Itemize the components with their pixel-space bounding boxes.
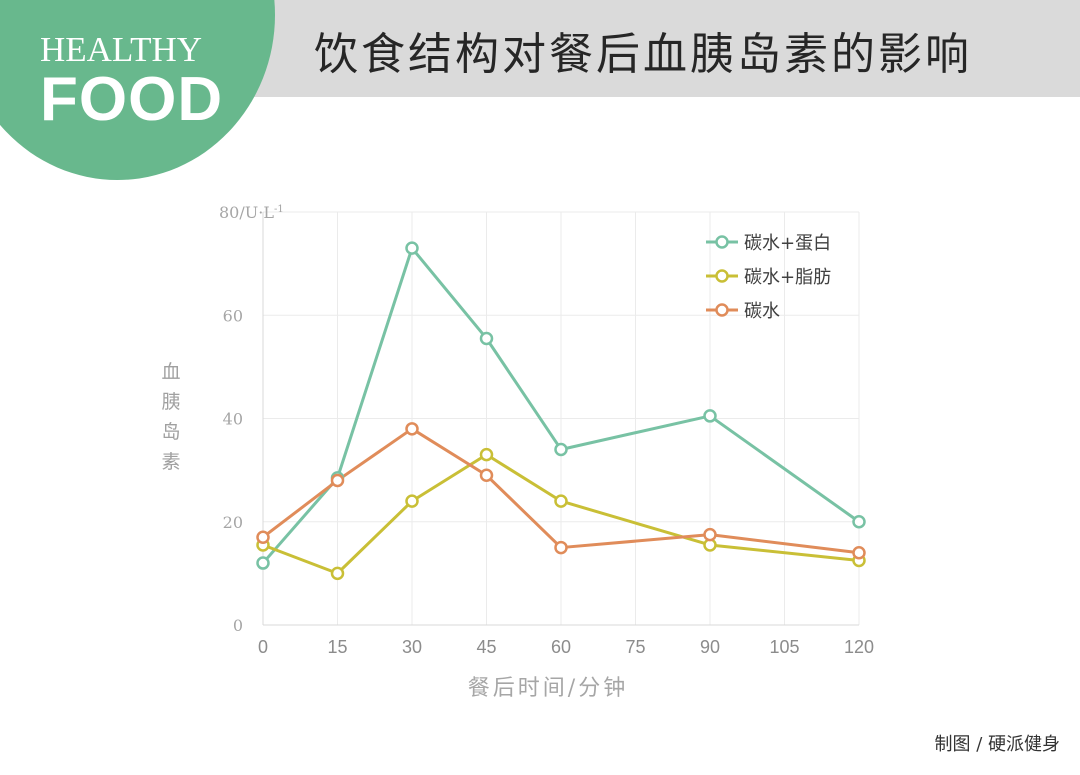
data-point — [405, 422, 419, 436]
y-unit-superscript: -1 — [274, 204, 284, 215]
y-unit-label: 80/U·L-1 — [219, 203, 284, 222]
x-tick-label: 15 — [327, 637, 347, 657]
y-tick-label: 20 — [223, 513, 243, 532]
data-point — [256, 530, 270, 544]
data-point — [479, 331, 494, 346]
data-point — [852, 545, 866, 560]
legend-swatch-marker — [715, 269, 729, 283]
x-tick-label: 75 — [625, 637, 645, 657]
data-point — [405, 241, 419, 255]
data-point — [330, 566, 345, 581]
legend-label: 碳水 — [744, 301, 780, 322]
y-axis-title-char: 血 — [161, 361, 181, 383]
data-point — [554, 540, 568, 555]
y-axis-title-char: 素 — [161, 451, 181, 473]
y-axis-title-char: 岛 — [161, 421, 181, 443]
x-tick-label: 30 — [402, 637, 422, 657]
data-point — [330, 473, 345, 488]
data-point — [852, 515, 866, 529]
data-point — [554, 442, 568, 457]
data-point — [703, 409, 717, 423]
legend-label: 碳水+脂肪 — [744, 267, 831, 288]
legend-swatch-marker — [715, 303, 729, 317]
legend-label: 碳水+蛋白 — [744, 233, 831, 254]
x-tick-label: 105 — [769, 637, 799, 657]
y-axis-title-char: 胰 — [161, 391, 181, 413]
x-tick-label: 60 — [551, 637, 571, 657]
y-tick-label: 0 — [233, 616, 243, 635]
y-tick-label: 60 — [223, 306, 243, 325]
legend-swatch-marker — [715, 235, 729, 249]
data-point — [479, 468, 494, 483]
credit-text: 制图 / 硬派健身 — [934, 734, 1060, 755]
x-tick-label: 45 — [476, 637, 496, 657]
logo-text-food: FOOD — [40, 65, 224, 134]
x-tick-label: 0 — [258, 637, 268, 657]
y-axis-title: 血胰岛素 — [158, 357, 184, 477]
x-tick-label: 90 — [700, 637, 720, 657]
x-axis-title: 餐后时间/分钟 — [468, 676, 628, 701]
data-point — [703, 527, 717, 542]
y-tick-label: 40 — [223, 410, 243, 429]
data-point — [554, 494, 568, 508]
data-point — [405, 494, 419, 508]
data-point — [256, 556, 270, 570]
logo-text-healthy: HEALTHY — [40, 30, 203, 69]
page-title: 饮食结构对餐后血胰岛素的影响 — [314, 29, 972, 80]
data-point — [479, 447, 494, 462]
x-tick-label: 120 — [844, 637, 874, 657]
